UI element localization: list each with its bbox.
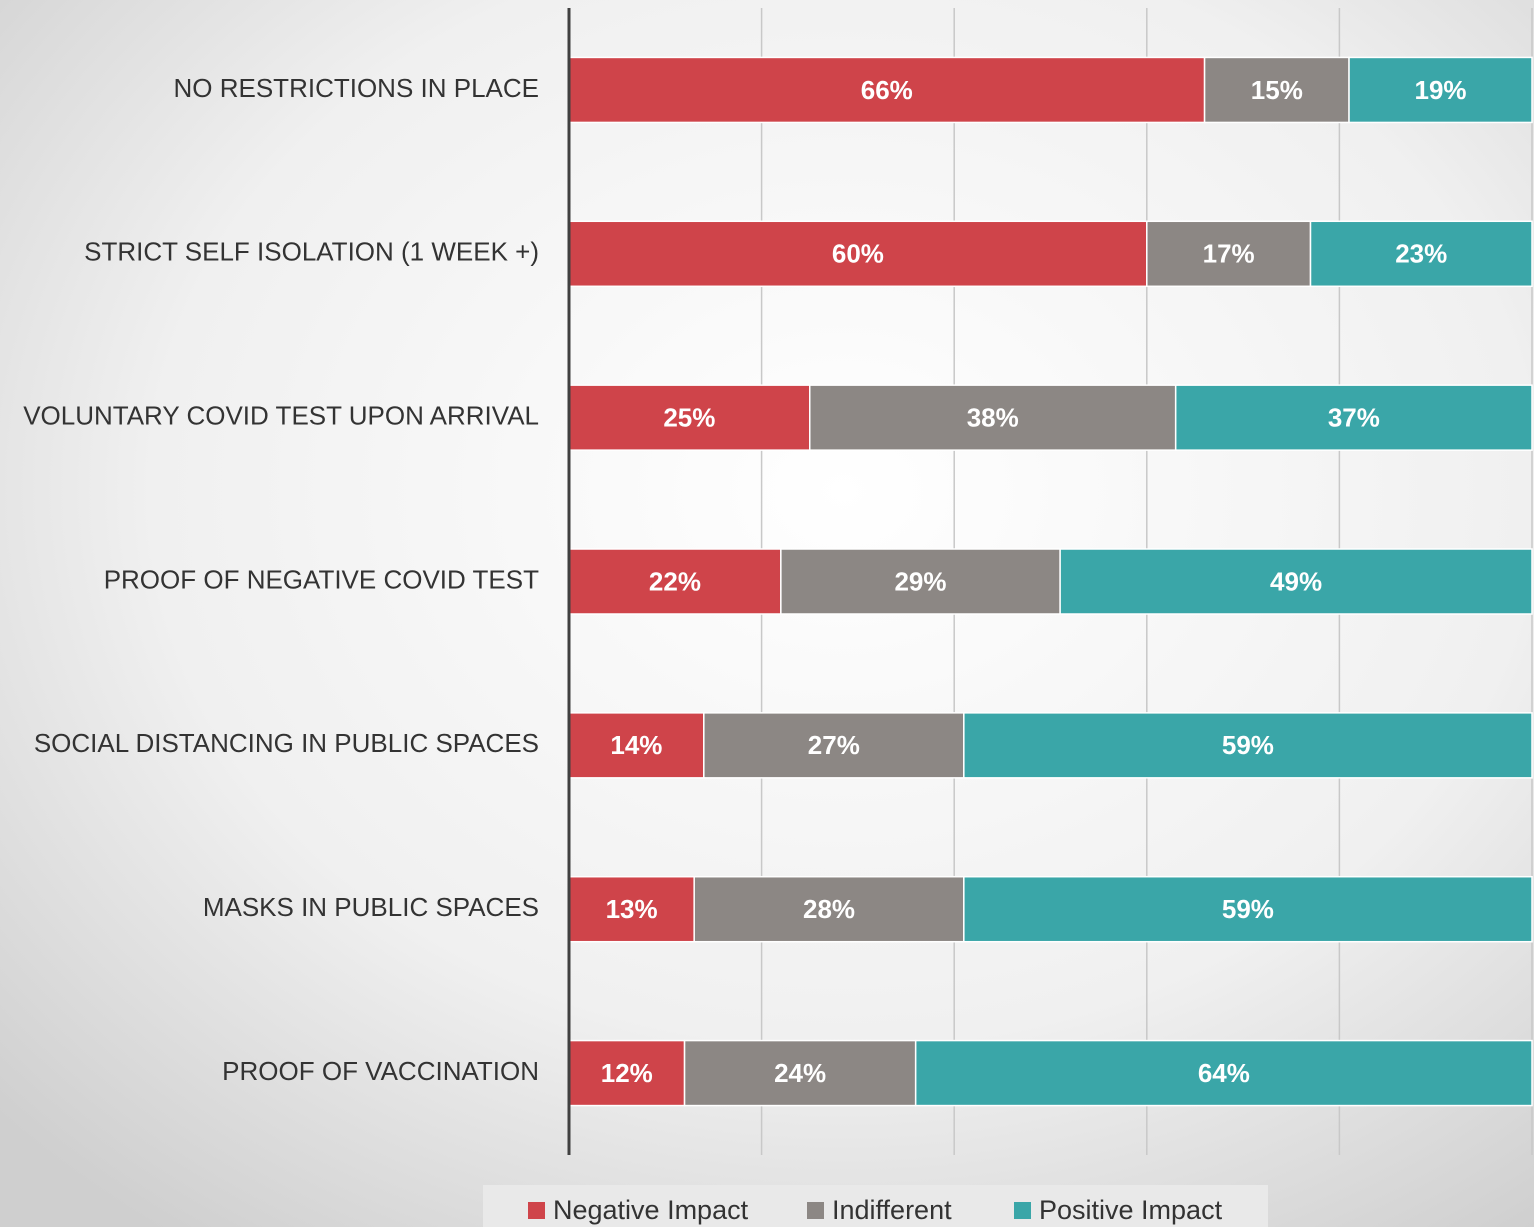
- data-label: 27%: [808, 730, 860, 760]
- data-label: 25%: [663, 403, 715, 433]
- data-label: 12%: [601, 1058, 653, 1088]
- data-label: 37%: [1328, 403, 1380, 433]
- bar-segment: [914, 1039, 1533, 1107]
- legend-swatch: [807, 1202, 824, 1219]
- bar-segment: [780, 548, 1061, 615]
- data-label: 59%: [1222, 730, 1274, 760]
- bar-segment: [693, 875, 965, 943]
- y-tick-label: SOCIAL DISTANCING IN PUBLIC SPACES: [34, 728, 539, 758]
- y-tick-label: PROOF OF NEGATIVE COVID TEST: [104, 564, 539, 594]
- y-tick-label: MASKS IN PUBLIC SPACES: [203, 892, 539, 922]
- legend-label: Negative Impact: [553, 1195, 749, 1225]
- bar-segment: [568, 220, 1148, 288]
- data-label: 29%: [894, 566, 946, 596]
- data-label: 22%: [649, 566, 701, 596]
- bar-segment: [703, 712, 965, 779]
- data-label: 14%: [610, 730, 662, 760]
- bar-segment: [963, 712, 1533, 779]
- y-tick-label: PROOF OF VACCINATION: [222, 1056, 539, 1086]
- legend-swatch: [528, 1202, 545, 1219]
- bar-segment: [568, 548, 782, 615]
- bar-segment: [568, 384, 811, 451]
- data-label: 19%: [1414, 75, 1466, 105]
- data-label: 15%: [1251, 75, 1303, 105]
- bar-segment: [1309, 220, 1533, 288]
- bar-segment: [568, 712, 705, 779]
- data-label: 24%: [774, 1058, 826, 1088]
- data-label: 23%: [1395, 239, 1447, 269]
- data-label: 13%: [606, 894, 658, 924]
- bar-segment: [1146, 220, 1312, 288]
- y-tick-label: STRICT SELF ISOLATION (1 WEEK +): [84, 237, 539, 267]
- data-label: 28%: [803, 894, 855, 924]
- bar-segment: [568, 56, 1206, 124]
- y-tick-label: VOLUNTARY COVID TEST UPON ARRIVAL: [23, 401, 539, 431]
- bar-segment: [963, 875, 1533, 943]
- bar-segment: [1174, 384, 1533, 451]
- legend-label: Positive Impact: [1039, 1195, 1223, 1225]
- legend-label: Indifferent: [832, 1195, 952, 1225]
- data-label: 64%: [1198, 1058, 1250, 1088]
- bar-segment: [1203, 56, 1350, 124]
- data-label: 49%: [1270, 566, 1322, 596]
- y-tick-label: NO RESTRICTIONS IN PLACE: [174, 73, 540, 103]
- bar-segment: [568, 875, 695, 943]
- data-label: 38%: [967, 403, 1019, 433]
- data-label: 59%: [1222, 894, 1274, 924]
- data-label: 17%: [1203, 239, 1255, 269]
- bar-segment: [1059, 548, 1533, 615]
- data-label: 60%: [832, 239, 884, 269]
- legend-box: [483, 1185, 1268, 1227]
- data-label: 66%: [861, 75, 913, 105]
- bar-segment: [683, 1039, 917, 1107]
- bar-segment: [1348, 56, 1533, 124]
- legend-swatch: [1014, 1202, 1031, 1219]
